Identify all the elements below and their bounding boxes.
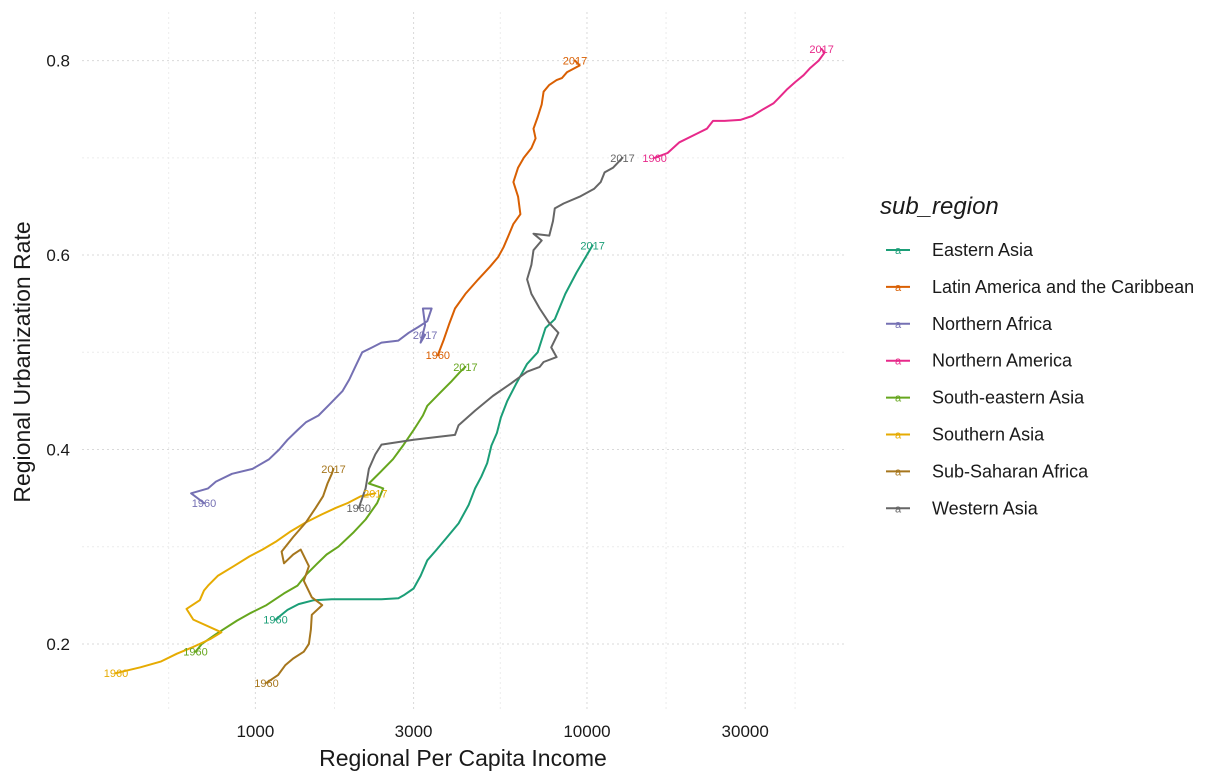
start-year-label: 1960 (426, 350, 450, 362)
series-line-eastern-asia (274, 244, 594, 621)
legend-key-glyph: a (895, 356, 902, 368)
series-line-western-asia (357, 156, 624, 509)
y-tick-label: 0.6 (46, 246, 70, 265)
legend-key-glyph: a (895, 245, 902, 257)
legend-key-glyph: a (895, 393, 902, 405)
legend-label-northern-america: Northern America (932, 351, 1073, 371)
legend-label-northern-africa: Northern Africa (932, 314, 1053, 334)
x-tick-label: 10000 (563, 722, 610, 741)
legend-key-glyph: a (895, 466, 902, 478)
start-year-label: 1960 (192, 498, 216, 510)
end-year-label: 2017 (413, 330, 437, 342)
end-year-label: 2017 (809, 44, 833, 56)
legend-label-south-eastern-asia: South-eastern Asia (932, 388, 1085, 408)
end-year-label: 2017 (610, 153, 634, 165)
end-year-label: 2017 (563, 56, 587, 68)
end-year-label: 2017 (453, 362, 477, 374)
legend-title: sub_region (880, 193, 999, 220)
legend-label-latin-america-and-the-caribbean: Latin America and the Caribbean (932, 277, 1194, 297)
series-line-south-eastern-asia (194, 365, 467, 653)
series-line-sub-saharan-africa (265, 467, 335, 684)
x-tick-label: 1000 (236, 722, 274, 741)
start-year-label: 1960 (183, 647, 207, 659)
series-line-latin-america-and-the-caribbean (436, 59, 581, 357)
legend-key-glyph: a (895, 503, 902, 515)
x-tick-label: 3000 (395, 722, 433, 741)
legend-label-sub-saharan-africa: Sub-Saharan Africa (932, 461, 1089, 481)
start-year-label: 1960 (254, 678, 278, 690)
axes: Regional Per Capita Income Regional Urba… (9, 52, 769, 771)
x-tick-label: 30000 (722, 722, 769, 741)
start-year-label: 1960 (263, 615, 287, 627)
y-tick-label: 0.8 (46, 52, 70, 71)
grid (82, 12, 845, 712)
legend-key-glyph: a (895, 319, 902, 331)
y-axis-title: Regional Urbanization Rate (9, 221, 35, 502)
series-line-northern-africa (190, 307, 433, 504)
start-year-label: 1960 (104, 668, 128, 680)
series-line-southern-asia (115, 492, 377, 675)
start-year-label: 1960 (347, 503, 371, 515)
legend-label-eastern-asia: Eastern Asia (932, 240, 1034, 260)
legend-key-glyph: a (895, 430, 902, 442)
x-axis-title: Regional Per Capita Income (319, 745, 607, 771)
y-tick-label: 0.2 (46, 635, 70, 654)
start-year-label: 1960 (642, 153, 666, 165)
end-year-label: 2017 (321, 464, 345, 476)
legend-label-western-asia: Western Asia (932, 498, 1039, 518)
point-labels: 1960201719602017196020171960201719602017… (104, 44, 834, 690)
end-year-label: 2017 (363, 488, 387, 500)
series-line-northern-america (653, 47, 826, 159)
legend: sub_region a Eastern Asia a Latin America a… (880, 193, 1194, 518)
legend-key-glyph: a (895, 282, 902, 294)
series-lines (115, 47, 826, 684)
y-tick-label: 0.4 (46, 441, 70, 460)
legend-label-southern-asia: Southern Asia (932, 425, 1045, 445)
end-year-label: 2017 (580, 240, 604, 252)
